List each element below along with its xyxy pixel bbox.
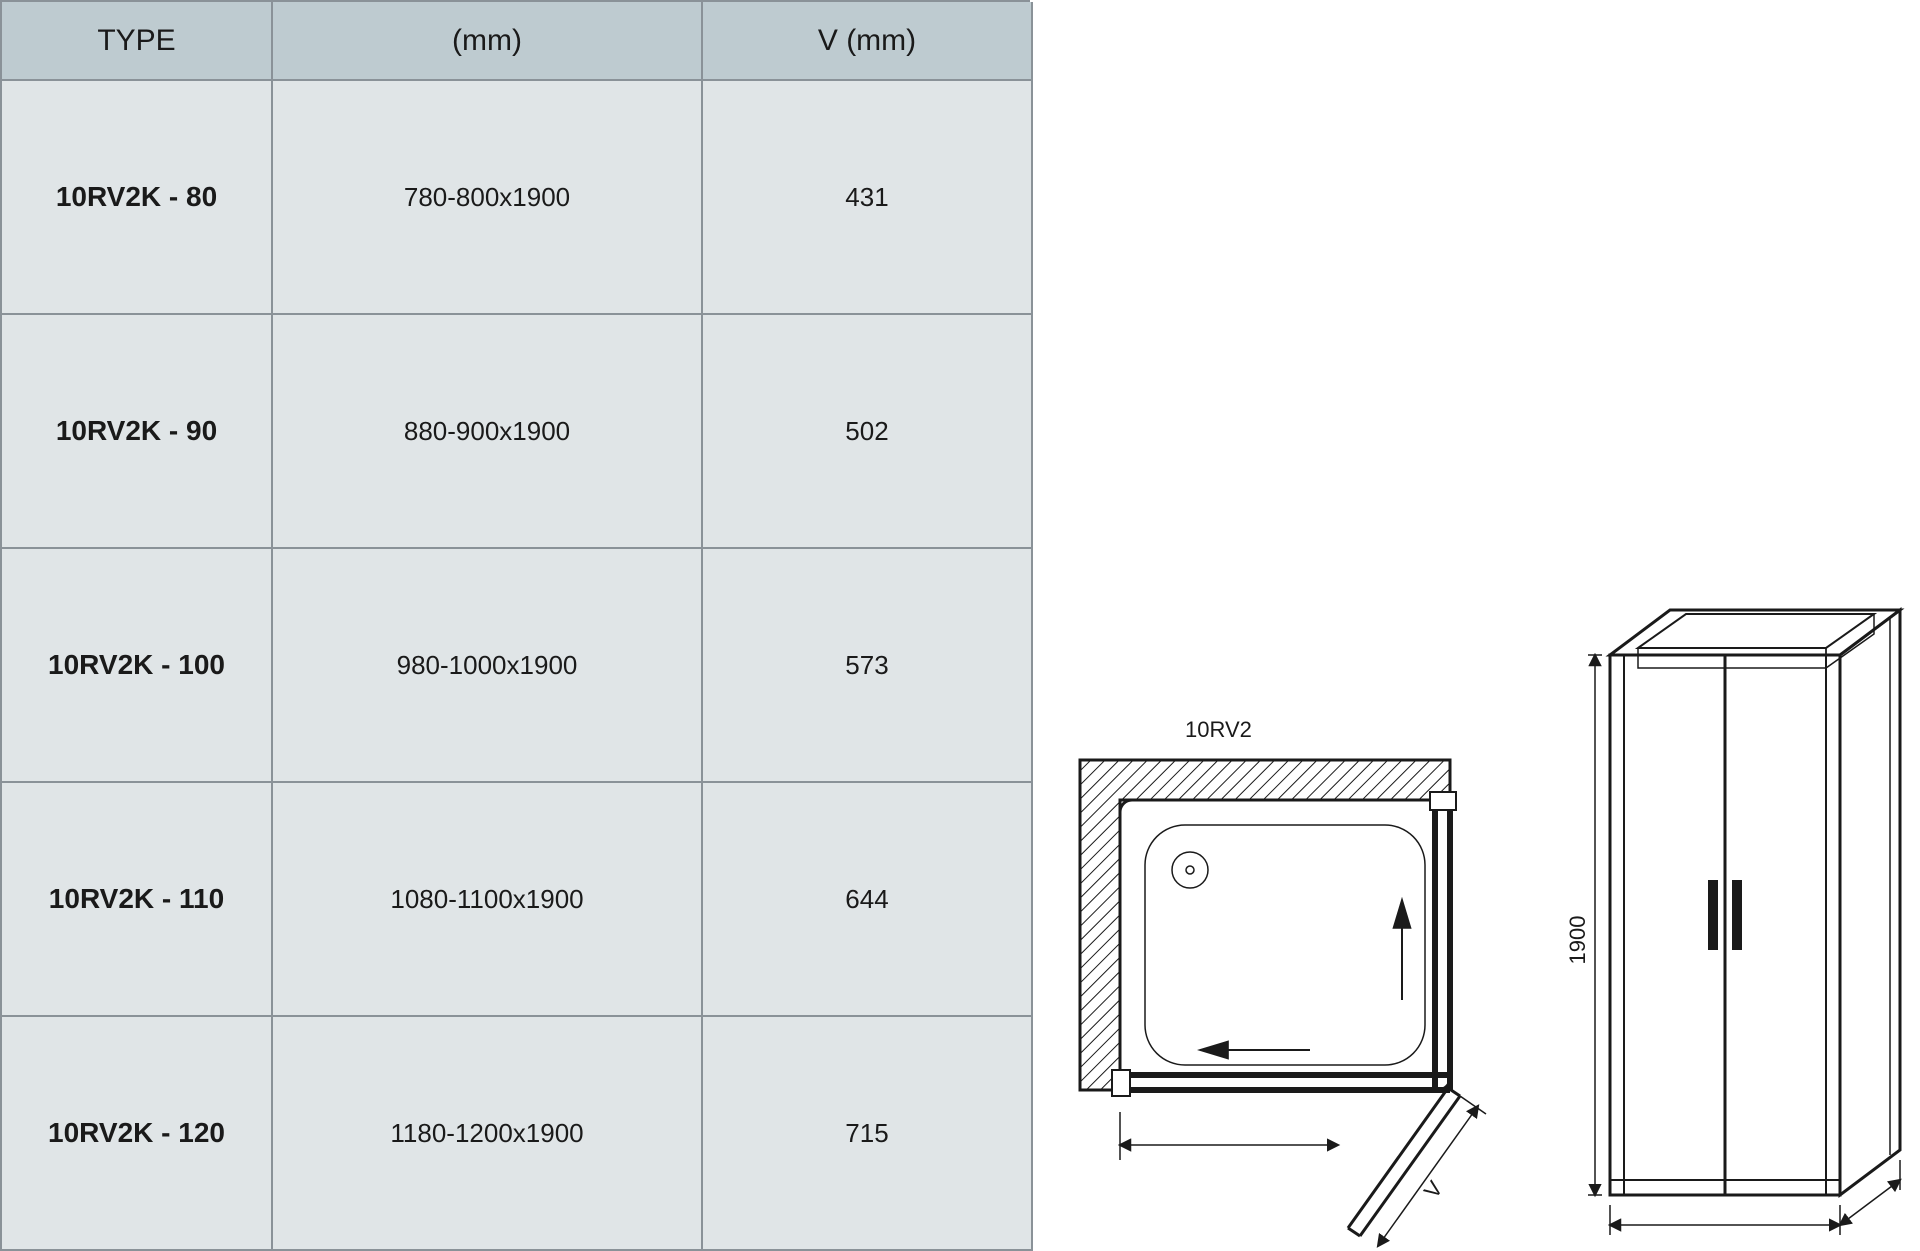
cell-v: 502 [702,314,1032,548]
col-header-v: V (mm) [702,2,1032,80]
table-row: 10RV2K - 90 880-900x1900 502 [2,314,1032,548]
spec-table-region: TYPE (mm) V (mm) 10RV2K - 80 780-800x190… [0,0,1030,1251]
cell-mm: 1180-1200x1900 [272,1016,702,1250]
cell-type: 10RV2K - 120 [2,1016,272,1250]
elevation-view: 1900 [1565,610,1900,1235]
cell-type: 10RV2K - 90 [2,314,272,548]
cell-v: 715 [702,1016,1032,1250]
plan-v-label: V [1419,1176,1448,1203]
spec-table: TYPE (mm) V (mm) 10RV2K - 80 780-800x190… [2,2,1033,1251]
technical-diagram: 10RV2 [1030,0,1920,1251]
cell-mm: 980-1000x1900 [272,548,702,782]
elevation-height-label: 1900 [1565,916,1590,965]
cell-type: 10RV2K - 100 [2,548,272,782]
table-row: 10RV2K - 110 1080-1100x1900 644 [2,782,1032,1016]
cell-type: 10RV2K - 110 [2,782,272,1016]
cell-v: 644 [702,782,1032,1016]
plan-view: 10RV2 [1080,717,1486,1246]
cell-mm: 880-900x1900 [272,314,702,548]
diagram-region: 10RV2 [1030,0,1920,1251]
table-row: 10RV2K - 80 780-800x1900 431 [2,80,1032,314]
cell-v: 431 [702,80,1032,314]
cell-mm: 780-800x1900 [272,80,702,314]
col-header-type: TYPE [2,2,272,80]
plan-label: 10RV2 [1185,717,1252,742]
table-row: 10RV2K - 120 1180-1200x1900 715 [2,1016,1032,1250]
col-header-mm: (mm) [272,2,702,80]
cell-mm: 1080-1100x1900 [272,782,702,1016]
cell-v: 573 [702,548,1032,782]
table-row: 10RV2K - 100 980-1000x1900 573 [2,548,1032,782]
table-header-row: TYPE (mm) V (mm) [2,2,1032,80]
cell-type: 10RV2K - 80 [2,80,272,314]
